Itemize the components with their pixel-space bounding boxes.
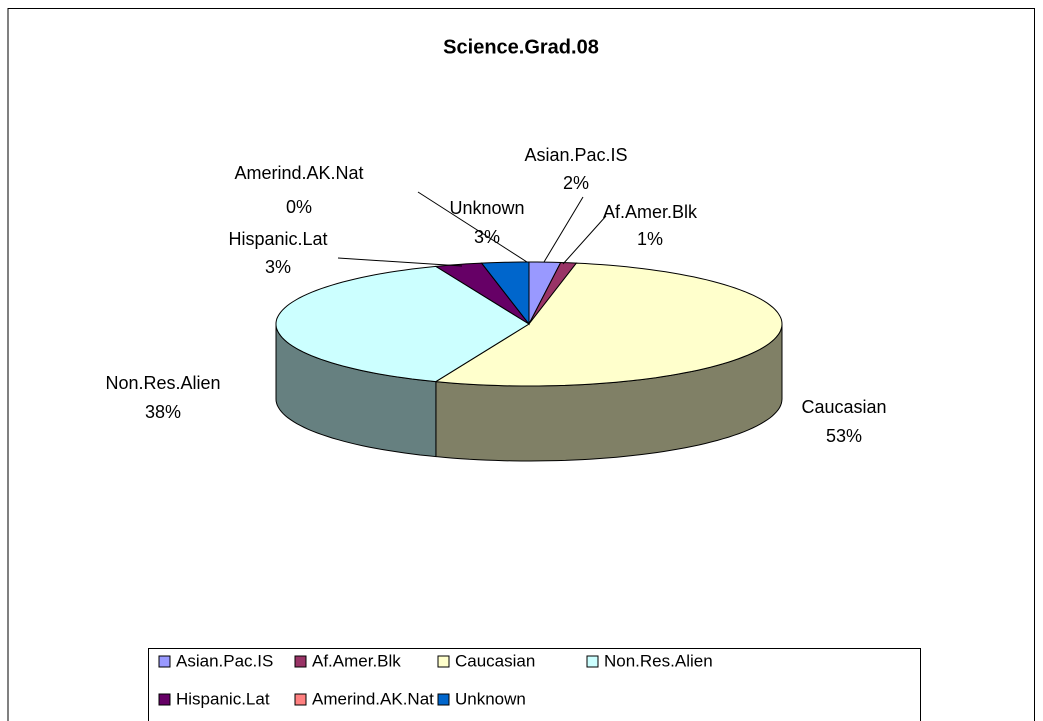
legend-label: Non.Res.Alien: [604, 651, 713, 670]
legend-label: Unknown: [455, 689, 526, 708]
chart-border: [7, 8, 1035, 721]
leader-line: [337, 257, 463, 267]
legend-label: Asian.Pac.IS: [176, 651, 273, 670]
data-label-name: Unknown: [449, 198, 524, 218]
legend-label: Amerind.AK.Nat: [312, 689, 434, 708]
data-label-value: 0%: [286, 197, 312, 217]
slice: [434, 262, 530, 325]
legend-swatch: [158, 655, 171, 668]
data-label-name: Non.Res.Alien: [105, 373, 220, 393]
slice: [275, 265, 530, 383]
pie: [275, 261, 783, 462]
data-label-name: Caucasian: [801, 397, 886, 417]
slice: [434, 262, 783, 387]
legend-border: [148, 648, 921, 721]
data-label-value: 53%: [826, 426, 862, 446]
legend-label: Caucasian: [455, 651, 535, 670]
data-label-value: 1%: [637, 229, 663, 249]
data-label-value: 3%: [265, 257, 291, 277]
data-label-value: 3%: [474, 227, 500, 247]
leader-line: [543, 196, 584, 263]
chart-title: Science.Grad.08: [443, 36, 599, 58]
leader-line: [562, 215, 607, 265]
data-label-value: 38%: [145, 402, 181, 422]
leader-line: [417, 191, 528, 263]
legend-swatch: [294, 693, 307, 706]
legend: Asian.Pac.IS Af.Amer.Blk Caucasian Non.Res.…: [158, 651, 713, 708]
legend-label: Af.Amer.Blk: [312, 651, 401, 670]
legend-swatch: [158, 693, 171, 706]
data-labels: Asian.Pac.IS 2% Af.Amer.Blk 1% Caucasian 53% N…: [105, 145, 886, 446]
data-label-name: Asian.Pac.IS: [524, 145, 627, 165]
data-label-name: Af.Amer.Blk: [603, 202, 698, 222]
data-label-value: 2%: [563, 173, 589, 193]
data-label-name: Hispanic.Lat: [228, 229, 327, 249]
legend-swatch: [586, 655, 599, 668]
legend-label: Hispanic.Lat: [176, 689, 270, 708]
legend-swatch: [437, 693, 450, 706]
legend-swatch: [437, 655, 450, 668]
legend-swatch: [294, 655, 307, 668]
data-label-name: Amerind.AK.Nat: [234, 163, 363, 183]
